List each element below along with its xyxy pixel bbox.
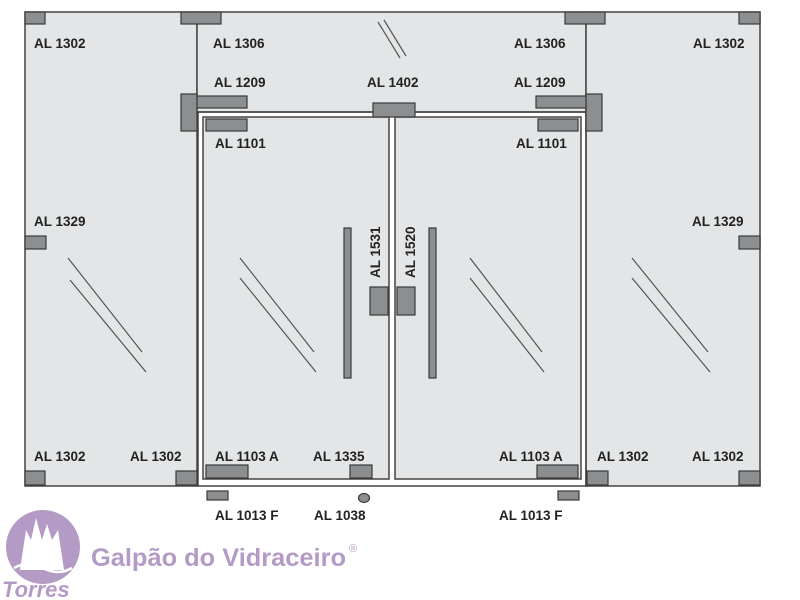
label-al1402: AL 1402	[367, 75, 419, 90]
fitting-al1302-bottom-left-2	[175, 470, 198, 486]
label-al1302-top-left: AL 1302	[34, 36, 86, 51]
label-al1103a-left: AL 1103 A	[215, 449, 279, 464]
label-al1038: AL 1038	[314, 508, 366, 523]
fitting-al1306-right	[564, 11, 606, 25]
fitting-al1103a-left	[205, 464, 249, 479]
label-al1335: AL 1335	[313, 449, 365, 464]
floor-spring-al1013f-left	[206, 490, 229, 501]
handle-left	[343, 227, 352, 379]
top-transom-panel	[196, 11, 587, 113]
fitting-al1209-right-bar	[535, 95, 587, 109]
label-al1329-right: AL 1329	[692, 214, 744, 229]
fitting-al1329-right	[738, 235, 761, 250]
label-al1103a-right: AL 1103 A	[499, 449, 563, 464]
fitting-al1302-bottom-right-1	[586, 470, 609, 486]
label-al1302-bottom-left-2: AL 1302	[130, 449, 182, 464]
fitting-al1209-right-block	[585, 93, 603, 132]
label-al1013f-right: AL 1013 F	[499, 508, 563, 523]
brand-logo: Torres Galpão do Vidraceiro ®	[2, 510, 357, 600]
right-door-leaf	[394, 116, 582, 480]
label-al1209-left: AL 1209	[214, 75, 266, 90]
fitting-al1302-bottom-right-2	[738, 470, 761, 486]
fitting-al1402	[372, 102, 416, 118]
left-side-panel	[24, 11, 198, 487]
fitting-al1302-top-left	[24, 11, 46, 25]
handle-right	[428, 227, 437, 379]
fitting-al1302-bottom-left-1	[24, 470, 46, 486]
brand-name: Galpão do Vidraceiro	[91, 544, 346, 572]
fitting-al1101-right	[537, 118, 579, 132]
floor-spring-al1013f-right	[557, 490, 580, 501]
fitting-al1302-top-right	[738, 11, 761, 25]
label-al1302-bottom-right-1: AL 1302	[597, 449, 649, 464]
fitting-al1209-left-block	[180, 93, 198, 132]
left-door-leaf	[202, 116, 390, 480]
brand-emblem-waves	[13, 562, 73, 574]
fitting-al1306-left	[180, 11, 222, 25]
label-al1531: AL 1531	[368, 226, 383, 278]
label-al1101-left: AL 1101	[215, 136, 266, 151]
floor-stop-al1038	[357, 492, 371, 504]
brand-registered-mark: ®	[349, 543, 357, 555]
right-side-panel	[585, 11, 761, 487]
glass-reflections	[67, 19, 711, 373]
label-al1101-right: AL 1101	[516, 136, 567, 151]
label-al1302-bottom-left-1: AL 1302	[34, 449, 86, 464]
fitting-al1329-left	[24, 235, 47, 250]
glass-panels	[24, 11, 761, 487]
label-al1329-left: AL 1329	[34, 214, 86, 229]
lock-al1520	[396, 286, 416, 316]
label-al1306-left: AL 1306	[213, 36, 265, 51]
fitting-al1335	[349, 464, 373, 479]
label-al1013f-left: AL 1013 F	[215, 508, 279, 523]
fitting-al1209-left-bar	[196, 95, 248, 109]
hardware-fittings	[24, 11, 761, 504]
label-al1306-right: AL 1306	[514, 36, 566, 51]
label-al1209-right: AL 1209	[514, 75, 566, 90]
brand-sub: Torres	[2, 577, 70, 600]
label-al1520: AL 1520	[403, 226, 418, 278]
fitting-al1101-left	[205, 118, 248, 132]
label-al1302-top-right: AL 1302	[693, 36, 745, 51]
lock-al1531	[369, 286, 389, 316]
brand-emblem-towers	[20, 518, 64, 570]
part-labels: AL 1302 AL 1306 AL 1306 AL 1302 AL 1209 …	[34, 36, 745, 523]
label-al1302-bottom-right-2: AL 1302	[692, 449, 744, 464]
fitting-al1103a-right	[536, 464, 579, 479]
